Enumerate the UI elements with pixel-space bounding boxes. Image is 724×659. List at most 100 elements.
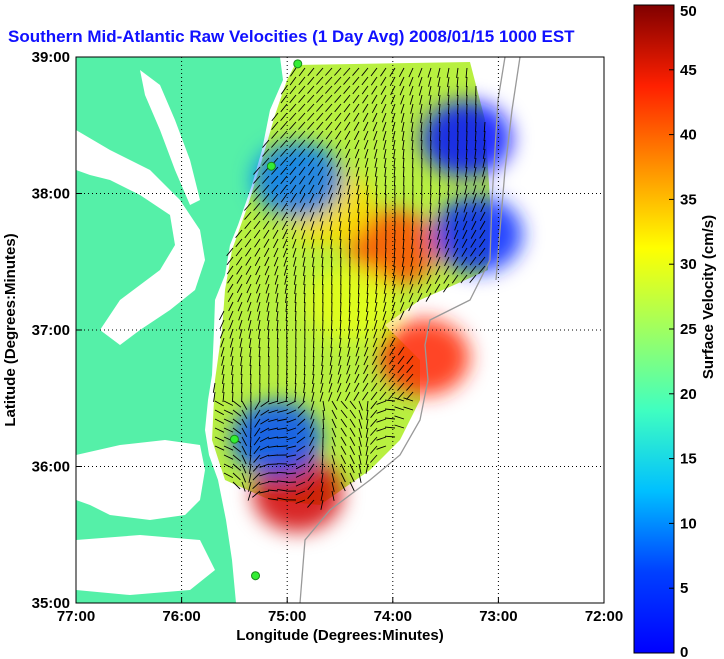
velocity-vector — [241, 472, 247, 483]
velocity-vector — [410, 112, 414, 123]
velocity-vector — [259, 490, 270, 494]
velocity-vector — [328, 202, 333, 213]
velocity-vector — [320, 382, 324, 393]
velocity-vector — [365, 418, 369, 429]
velocity-vector — [253, 220, 261, 230]
velocity-vector — [320, 238, 324, 249]
x-axis: 77:00 76:00 75:00 74:00 73:00 72:00 — [57, 597, 623, 625]
velocity-vector — [348, 211, 351, 222]
velocity-vector — [356, 328, 360, 339]
velocity-vector — [376, 418, 387, 423]
velocity-vector — [322, 400, 326, 411]
velocity-vector — [307, 481, 315, 491]
velocity-vector — [296, 436, 306, 444]
velocity-vector — [313, 337, 315, 349]
velocity-vector — [262, 193, 270, 202]
velocity-vector — [292, 247, 297, 258]
velocity-vector — [219, 310, 225, 321]
velocity-vector — [347, 328, 351, 339]
velocity-vector — [339, 310, 342, 322]
velocity-vector — [464, 184, 468, 195]
velocity-vector — [365, 445, 369, 456]
velocity-vector — [331, 400, 338, 410]
velocity-vector — [371, 355, 378, 366]
velocity-vector — [370, 427, 378, 436]
velocity-vector — [380, 355, 387, 365]
velocity-vector — [325, 121, 333, 131]
velocity-vector — [408, 292, 414, 303]
velocity-vector — [471, 211, 477, 222]
velocity-vector — [321, 337, 324, 349]
velocity-vector — [371, 94, 378, 104]
velocity-vector — [241, 481, 246, 492]
velocity-vector — [331, 454, 336, 465]
velocity-vector — [380, 85, 387, 95]
velocity-vector — [445, 220, 450, 231]
velocity-vector — [366, 409, 369, 420]
velocity-vector — [402, 139, 405, 150]
velocity-vector — [420, 130, 423, 142]
velocity-vector — [384, 417, 396, 420]
velocity-vector — [223, 454, 234, 460]
velocity-vector — [280, 112, 288, 121]
velocity-vector — [326, 157, 333, 167]
velocity-vector — [375, 202, 378, 214]
velocity-vector — [249, 445, 252, 457]
velocity-vector — [268, 427, 279, 431]
velocity-vector — [357, 310, 360, 321]
velocity-vector — [472, 193, 477, 204]
velocity-vector — [254, 400, 261, 410]
velocity-vector — [292, 238, 297, 249]
velocity-vector — [289, 184, 297, 194]
velocity-vector — [381, 337, 387, 348]
velocity-vector — [349, 481, 355, 492]
velocity-vector — [300, 220, 306, 231]
velocity-vector — [340, 301, 342, 313]
velocity-vector — [435, 265, 441, 276]
velocity-vector — [346, 355, 351, 366]
velocity-vector — [311, 373, 315, 384]
velocity-vector — [420, 211, 423, 223]
velocity-vector — [312, 256, 315, 267]
velocity-vector — [364, 157, 369, 168]
velocity-vector — [366, 292, 369, 303]
velocity-field — [212, 62, 523, 532]
velocity-vector — [384, 274, 387, 285]
velocity-vector — [438, 184, 441, 196]
velocity-vector — [471, 220, 477, 231]
velocity-vector — [240, 373, 243, 385]
velocity-vector — [343, 103, 351, 113]
velocity-vector — [271, 193, 279, 203]
velocity-vector — [276, 391, 279, 403]
velocity-vector — [320, 499, 324, 510]
velocity-vector — [253, 229, 261, 239]
velocity-vector — [282, 247, 288, 258]
velocity-vector — [370, 382, 378, 392]
velocity-vector — [455, 202, 459, 213]
velocity-vector — [358, 409, 363, 420]
velocity-vector — [259, 463, 270, 468]
velocity-vector — [418, 265, 423, 276]
velocity-vector — [275, 283, 279, 294]
velocity-vector — [307, 121, 315, 130]
velocity-vector — [317, 157, 324, 167]
velocity-vector — [321, 265, 324, 277]
velocity-vector — [363, 121, 369, 132]
velocity-vector — [366, 193, 369, 204]
velocity-vector — [290, 193, 297, 203]
velocity-vector — [231, 373, 234, 384]
velocity-vector — [320, 220, 324, 231]
velocity-vector — [301, 238, 306, 249]
velocity-vector — [453, 238, 459, 249]
colorbar-tick-label: 40 — [680, 127, 697, 144]
velocity-vector — [394, 397, 405, 402]
velocity-vector — [227, 292, 234, 303]
velocity-vector — [445, 229, 450, 240]
velocity-vector — [430, 184, 432, 196]
velocity-vector — [271, 121, 279, 130]
velocity-vector — [290, 67, 297, 77]
velocity-vector — [474, 130, 477, 142]
velocity-vector — [371, 103, 378, 114]
velocity-vector — [371, 373, 378, 383]
velocity-vector — [263, 238, 270, 248]
